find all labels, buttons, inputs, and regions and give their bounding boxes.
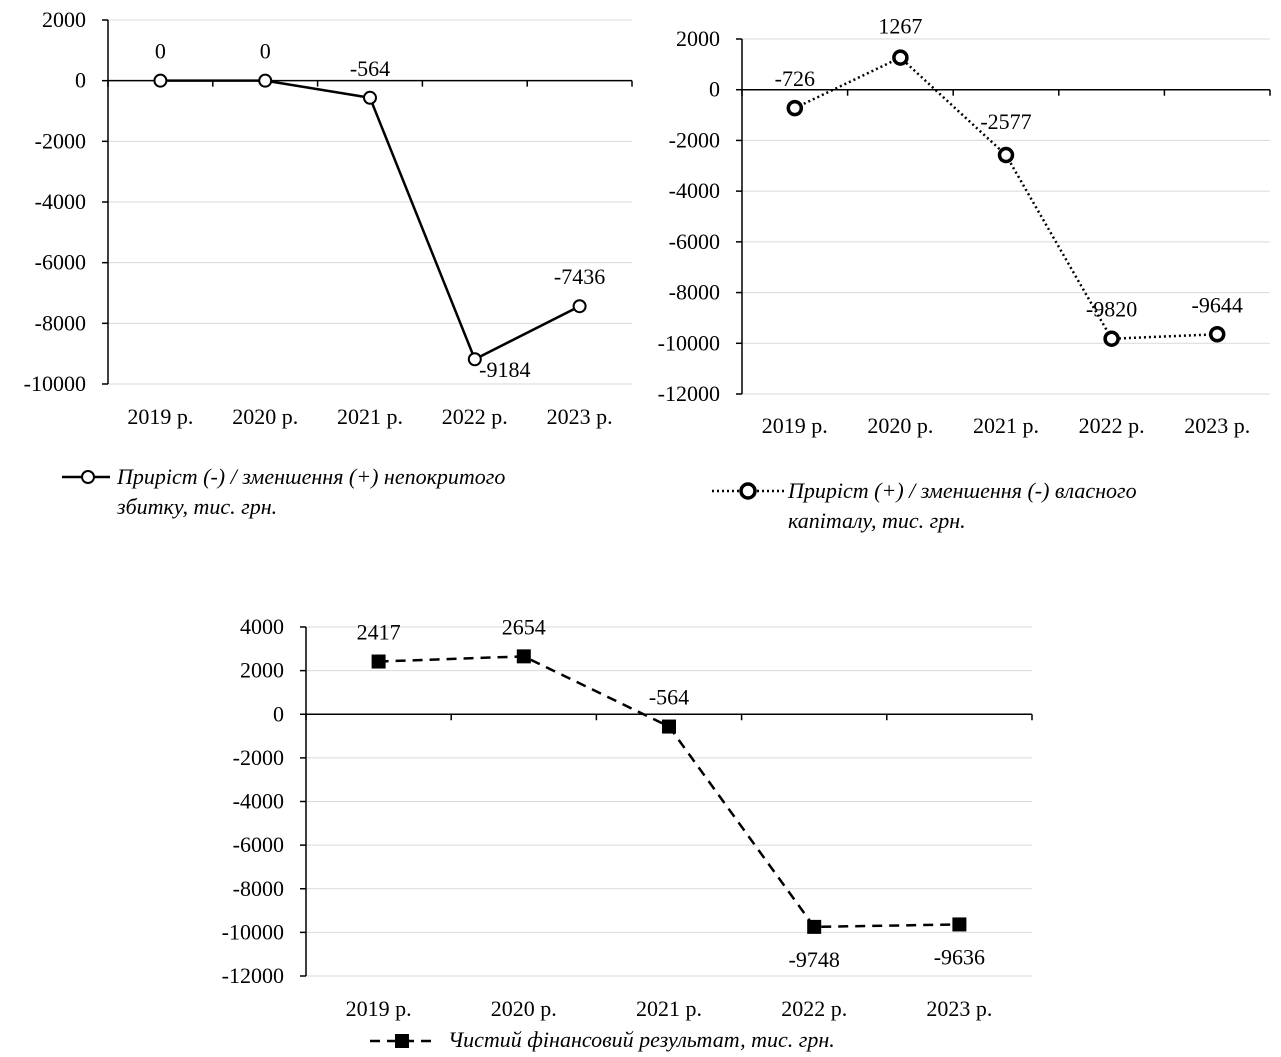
x-tick-label: 2020 р.: [232, 404, 298, 429]
x-tick-label: 2020 р.: [491, 996, 557, 1021]
data-label: 0: [260, 39, 271, 64]
data-point-marker: [258, 73, 273, 88]
data-point-marker: [807, 919, 822, 934]
y-tick-label: -10000: [24, 371, 86, 396]
legend-marker-dashed-square: [370, 1034, 432, 1048]
y-tick-label: -12000: [222, 963, 284, 988]
y-tick-label: -2000: [669, 127, 720, 152]
series-line: [160, 79, 581, 361]
x-tick-label: 2023 р.: [926, 996, 992, 1021]
data-label: 1267: [878, 14, 922, 39]
x-tick-label: 2022 р.: [442, 404, 508, 429]
y-tick-label: -2000: [233, 745, 284, 770]
x-tick-label: 2023 р.: [1184, 413, 1250, 438]
y-tick-label: -6000: [669, 229, 720, 254]
x-tick-label: 2020 р.: [867, 413, 933, 438]
data-point-marker: [516, 649, 531, 664]
y-tick-label: -8000: [35, 310, 86, 335]
y-tick-label: -8000: [669, 280, 720, 305]
data-point-marker: [662, 719, 676, 734]
y-tick-label: 2000: [42, 7, 86, 32]
data-point-marker: [786, 99, 804, 117]
x-tick-label: 2019 р.: [127, 404, 193, 429]
y-tick-label: -8000: [233, 876, 284, 901]
y-tick-label: -12000: [658, 381, 720, 406]
data-point-marker: [1103, 330, 1120, 347]
x-tick-label: 2019 р.: [762, 413, 828, 438]
data-point-marker: [572, 299, 587, 314]
x-tick-label: 2021 р.: [973, 413, 1039, 438]
data-label: -564: [649, 685, 689, 710]
data-label: -9748: [789, 947, 840, 972]
data-point-marker: [997, 146, 1015, 164]
data-point-marker: [467, 352, 482, 367]
y-tick-label: 0: [709, 77, 720, 102]
y-tick-label: -4000: [35, 189, 86, 214]
y-tick-label: 0: [273, 701, 284, 726]
x-tick-label: 2023 р.: [547, 404, 613, 429]
y-tick-label: 0: [75, 68, 86, 93]
data-point-marker: [952, 917, 967, 932]
x-tick-label: 2022 р.: [1079, 413, 1145, 438]
series-line: [794, 56, 1218, 341]
data-point-marker: [1208, 326, 1226, 343]
chart-net-financial-result: 4000 2000 0 -2000 -4000 -6000 -8000 -10000 -1200…: [222, 614, 1033, 1021]
data-label: 2417: [357, 620, 401, 645]
legend-text-line1: Приріст (-) / зменшення (+) непокритого: [117, 464, 506, 489]
data-label: -9644: [1192, 292, 1243, 317]
legend-text-line1: Приріст (+) / зменшення (-) власного: [788, 478, 1137, 503]
y-tick-label: 2000: [676, 26, 720, 51]
y-tick-label: -2000: [35, 128, 86, 153]
legend-net-financial-result: Чистий фінансовий результат, тис. грн.: [370, 1025, 970, 1057]
y-tick-label: -10000: [222, 919, 284, 944]
data-label: -564: [350, 56, 390, 81]
x-tick-label: 2021 р.: [636, 996, 702, 1021]
x-tick-label: 2021 р.: [337, 404, 403, 429]
data-point-marker: [892, 49, 909, 66]
x-tick-label: 2022 р.: [781, 996, 847, 1021]
data-label: -2577: [980, 109, 1031, 134]
legend-marker-dotted-circle: [712, 482, 784, 500]
legend-text-line1: Чистий фінансовий результат, тис. грн.: [448, 1027, 835, 1052]
legend-equity-change: Приріст (+) / зменшення (-) власного кап…: [712, 474, 1272, 538]
y-tick-label: -6000: [35, 250, 86, 275]
y-tick-label: 4000: [240, 614, 284, 639]
data-label: 2654: [502, 614, 546, 639]
data-label: 0: [155, 39, 166, 64]
y-tick-label: -10000: [658, 330, 720, 355]
data-label: -9820: [1086, 297, 1137, 322]
legend-text-line2: збитку, тис. грн.: [117, 494, 278, 519]
y-tick-label: -6000: [233, 832, 284, 857]
data-label: -9184: [479, 357, 530, 382]
legend-marker-solid-circle: [62, 470, 110, 484]
legend-unfunded-loss: Приріст (-) / зменшення (+) непокритого …: [62, 460, 622, 524]
y-tick-label: -4000: [669, 178, 720, 203]
chart-equity-change: 2000 0 -2000 -4000 -6000 -8000 -10000 -12000 201…: [658, 14, 1271, 438]
data-point-marker: [371, 654, 386, 669]
y-tick-label: 2000: [240, 658, 284, 683]
data-label: -7436: [554, 264, 605, 289]
data-label: -9636: [934, 944, 985, 969]
data-point-marker: [363, 90, 377, 105]
legend-text-line2: капіталу, тис. грн.: [788, 508, 966, 533]
y-tick-label: -4000: [233, 789, 284, 814]
chart-unfunded-loss: 2000 0 -2000 -4000 -6000 -8000 -10000 2019 р. 20…: [24, 7, 633, 429]
data-label: -726: [775, 66, 815, 91]
data-point-marker: [153, 73, 168, 88]
x-tick-label: 2019 р.: [346, 996, 412, 1021]
